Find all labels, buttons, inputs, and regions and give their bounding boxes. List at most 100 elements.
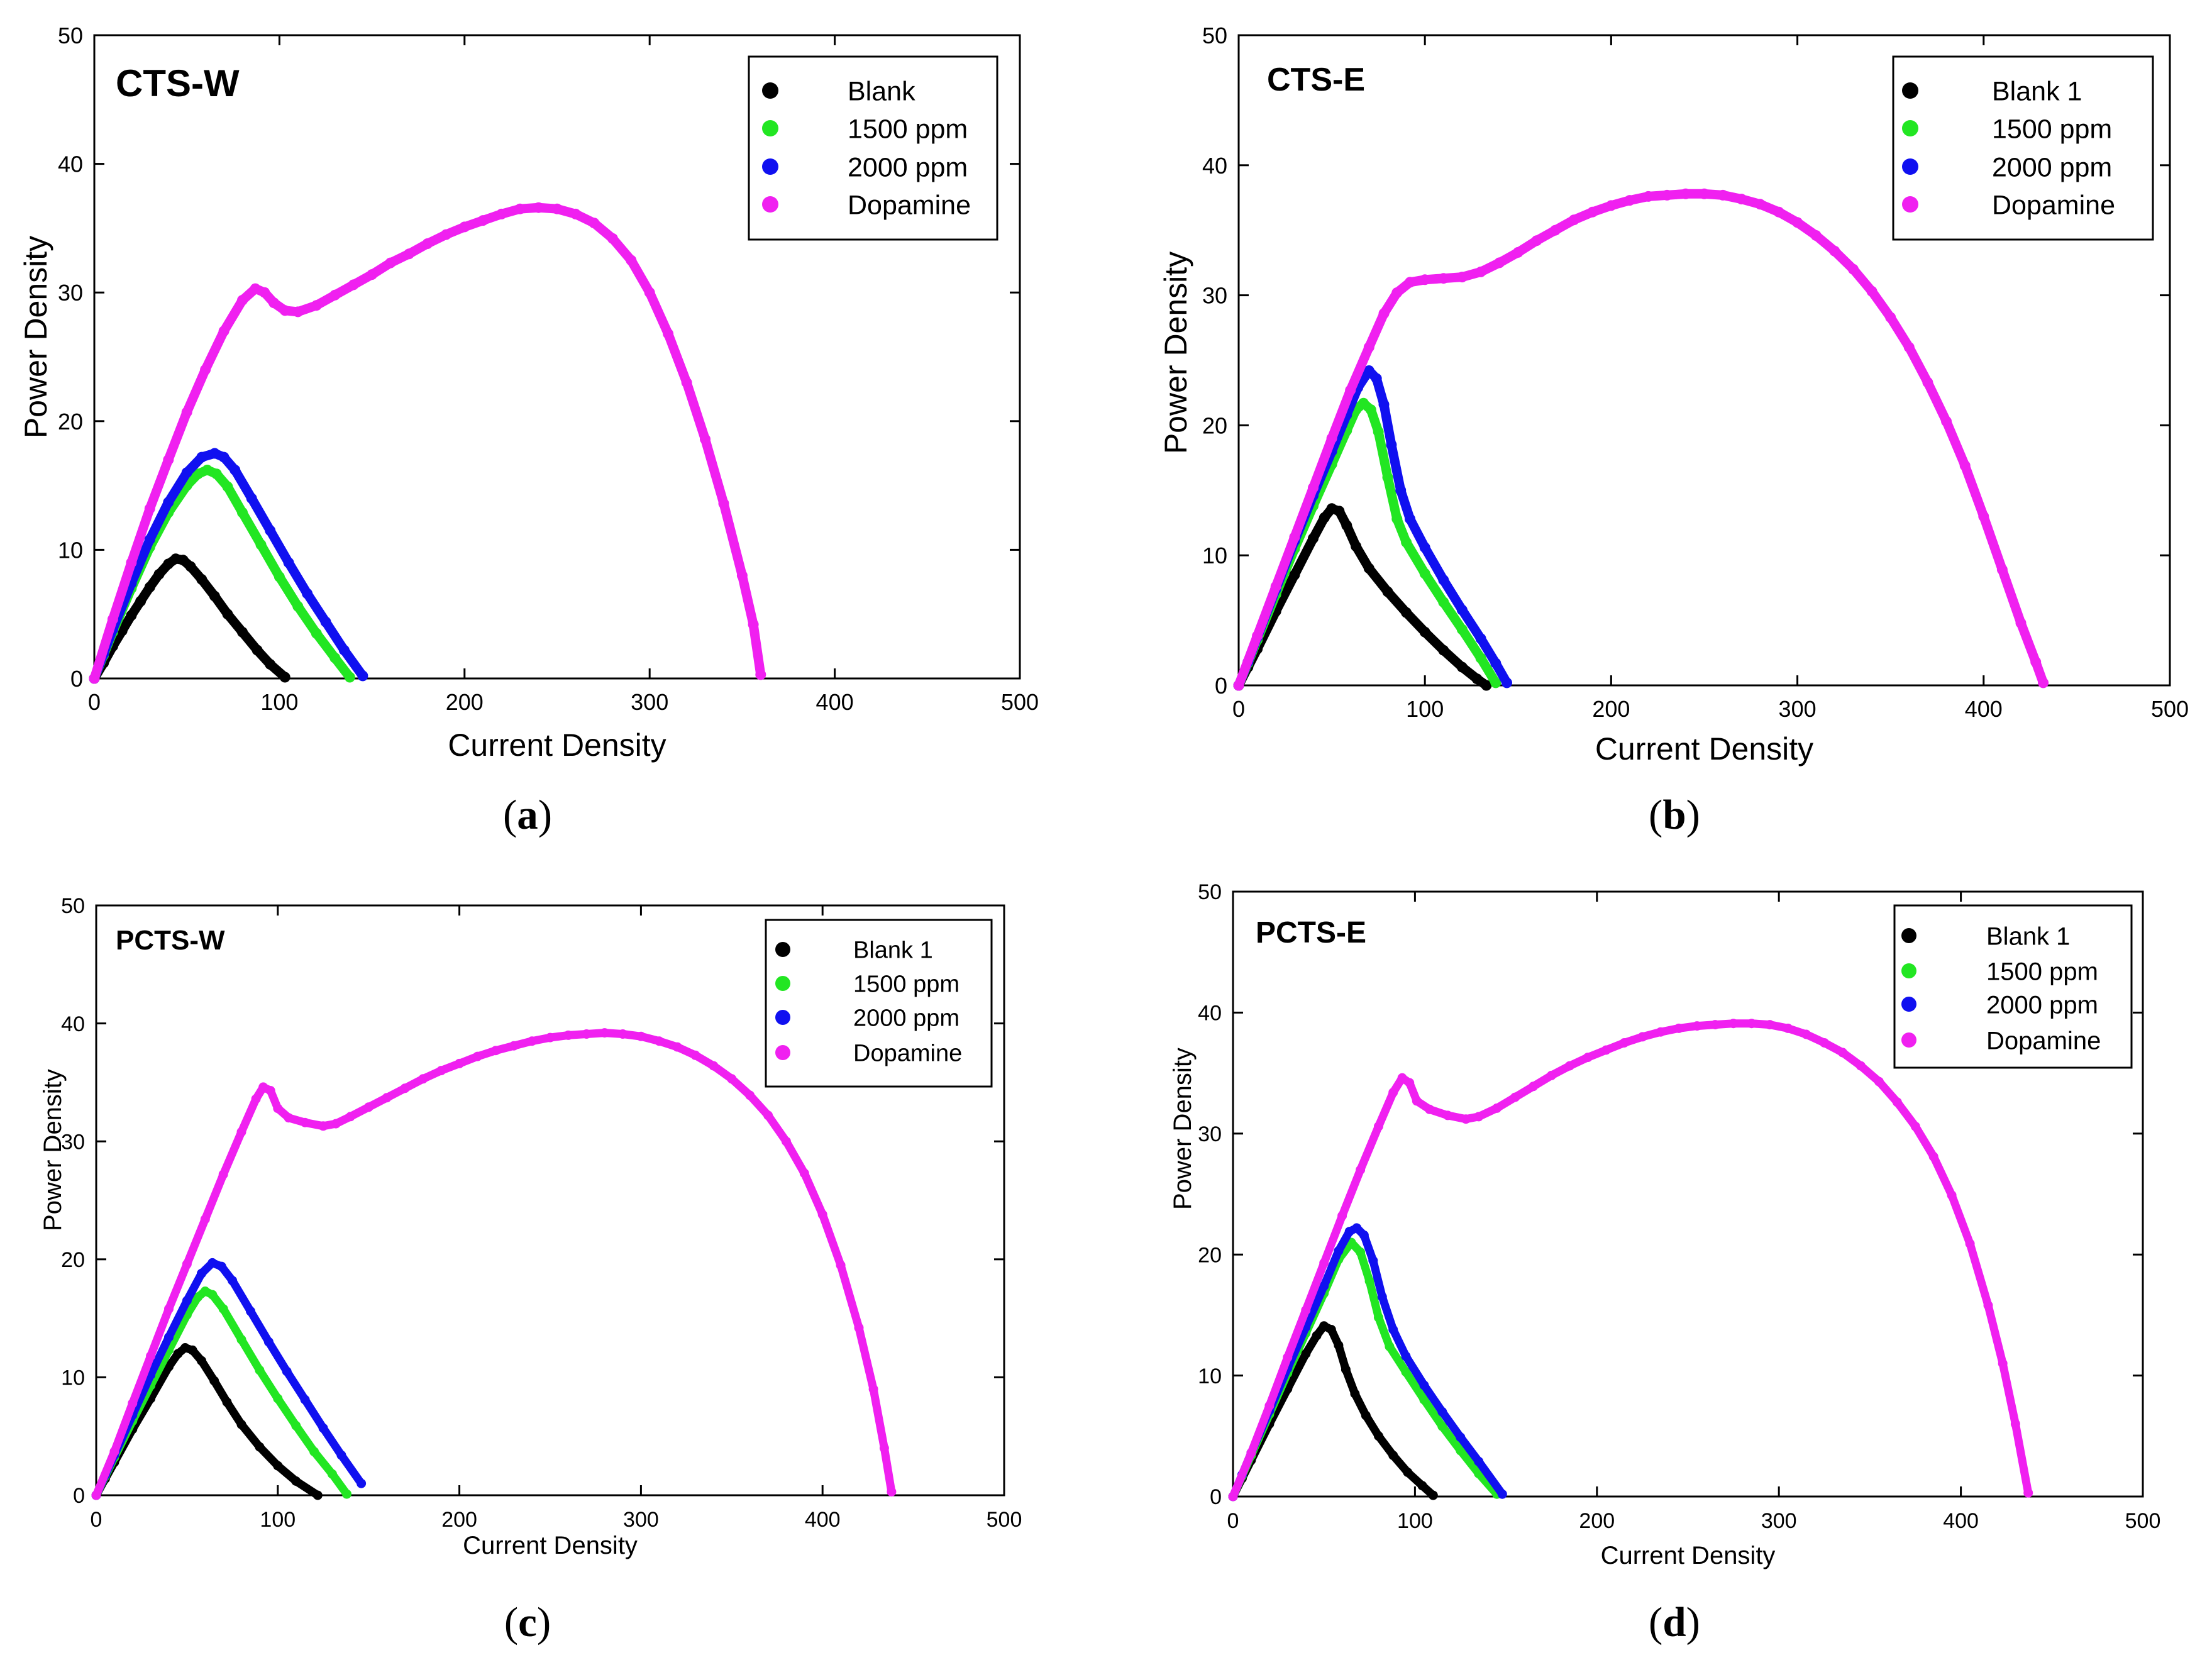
data-point (1959, 460, 1971, 471)
data-point (237, 507, 248, 518)
data-point (331, 1119, 341, 1129)
data-point (2015, 617, 2027, 629)
data-point (1319, 512, 1330, 523)
legend: Blank 1 1500 ppm 2000 ppm Dopamine (1893, 904, 2133, 1069)
y-tick-label: 10 (1202, 543, 1227, 568)
data-point (1531, 235, 1542, 246)
data-point (273, 1461, 283, 1471)
data-point (218, 451, 229, 463)
y-axis-label: Power Density (1158, 252, 1193, 454)
data-point (1820, 1038, 1830, 1048)
data-point (1388, 1451, 1398, 1461)
data-point (1583, 1053, 1593, 1063)
data-point (1656, 1027, 1666, 1037)
data-point (1475, 266, 1486, 277)
data-point (255, 1442, 265, 1452)
data-point (496, 208, 507, 219)
data-point (1405, 1078, 1415, 1088)
legend-entry-2000-ppm: 2000 ppm (1902, 152, 2112, 182)
data-point (273, 1393, 283, 1403)
y-tick-label: 10 (1198, 1364, 1222, 1388)
data-point (311, 300, 322, 311)
y-tick-label: 20 (61, 1248, 85, 1272)
x-tick-label: 500 (987, 1508, 1022, 1532)
data-point (385, 257, 396, 268)
legend-label: Blank (848, 76, 915, 106)
data-point (2030, 656, 2042, 668)
legend-marker (775, 942, 790, 957)
data-point (1765, 1020, 1775, 1030)
legend-entry-dopamine: Dopamine (1902, 190, 2115, 220)
data-point (1401, 537, 1412, 548)
y-tick-label: 20 (1202, 412, 1227, 438)
data-point (196, 451, 207, 463)
data-point (1334, 1246, 1344, 1256)
data-point (258, 1082, 268, 1092)
data-point (1510, 1092, 1520, 1102)
data-point (1601, 1045, 1611, 1055)
data-point (279, 672, 290, 683)
data-point (153, 568, 165, 580)
data-point (282, 1366, 292, 1376)
data-point (1252, 630, 1263, 641)
data-point (182, 1259, 192, 1269)
data-point (748, 619, 759, 630)
data-point (1374, 1312, 1383, 1322)
legend-label: Blank 1 (853, 938, 933, 964)
data-point (382, 1093, 392, 1103)
data-point (551, 203, 563, 214)
data-point (1283, 1353, 1293, 1363)
data-point (197, 1268, 206, 1278)
series-line-dopamine (1229, 1019, 2033, 1501)
x-tick-label: 300 (623, 1508, 659, 1532)
data-point (218, 1170, 228, 1180)
data-point (459, 221, 470, 233)
data-point (663, 328, 674, 340)
legend-label: Dopamine (1992, 190, 2115, 220)
data-point (1301, 1305, 1311, 1315)
data-point (357, 670, 368, 682)
data-point (218, 1304, 228, 1314)
y-tick-label: 40 (1198, 1002, 1222, 1026)
plot-area (1233, 188, 2049, 691)
data-point (329, 289, 341, 301)
data-point (1443, 1110, 1452, 1120)
data-point (1334, 506, 1345, 517)
legend-entry-1500-ppm: 1500 ppm (1901, 958, 2098, 985)
data-point (265, 1086, 275, 1095)
plot-frame (95, 904, 1005, 1497)
data-point (1401, 607, 1412, 618)
legend-label: 1500 ppm (848, 114, 968, 144)
y-axis-label: Power Density (39, 1069, 67, 1231)
data-point (817, 1210, 827, 1219)
data-point (1810, 230, 1822, 241)
data-point (1341, 520, 1352, 531)
data-point (690, 1050, 700, 1060)
data-point (338, 645, 350, 656)
data-point (1437, 1407, 1447, 1417)
y-tick-label: 0 (73, 1484, 85, 1508)
y-tick-label: 0 (70, 666, 83, 692)
y-tick-label: 0 (1210, 1485, 1222, 1509)
data-point (126, 610, 137, 621)
data-point (879, 1443, 889, 1453)
data-point (348, 279, 359, 290)
data-point (1374, 1431, 1383, 1441)
data-point (1838, 1048, 1847, 1058)
data-point (1928, 1151, 1938, 1161)
data-point (1728, 1019, 1739, 1029)
legend-label: Dopamine (853, 1041, 962, 1067)
data-point (1391, 287, 1403, 298)
data-point (1438, 645, 1449, 656)
series-dopamine (1233, 188, 2049, 691)
legend-label: 2000 ppm (848, 152, 968, 182)
data-point (202, 465, 213, 475)
legend-marker (1902, 82, 1918, 99)
data-point (1490, 677, 1501, 689)
data-point (1903, 341, 1915, 353)
data-point (1345, 385, 1356, 396)
data-point (291, 1476, 301, 1486)
data-point (582, 1029, 592, 1039)
legend-box (1893, 904, 2133, 1069)
